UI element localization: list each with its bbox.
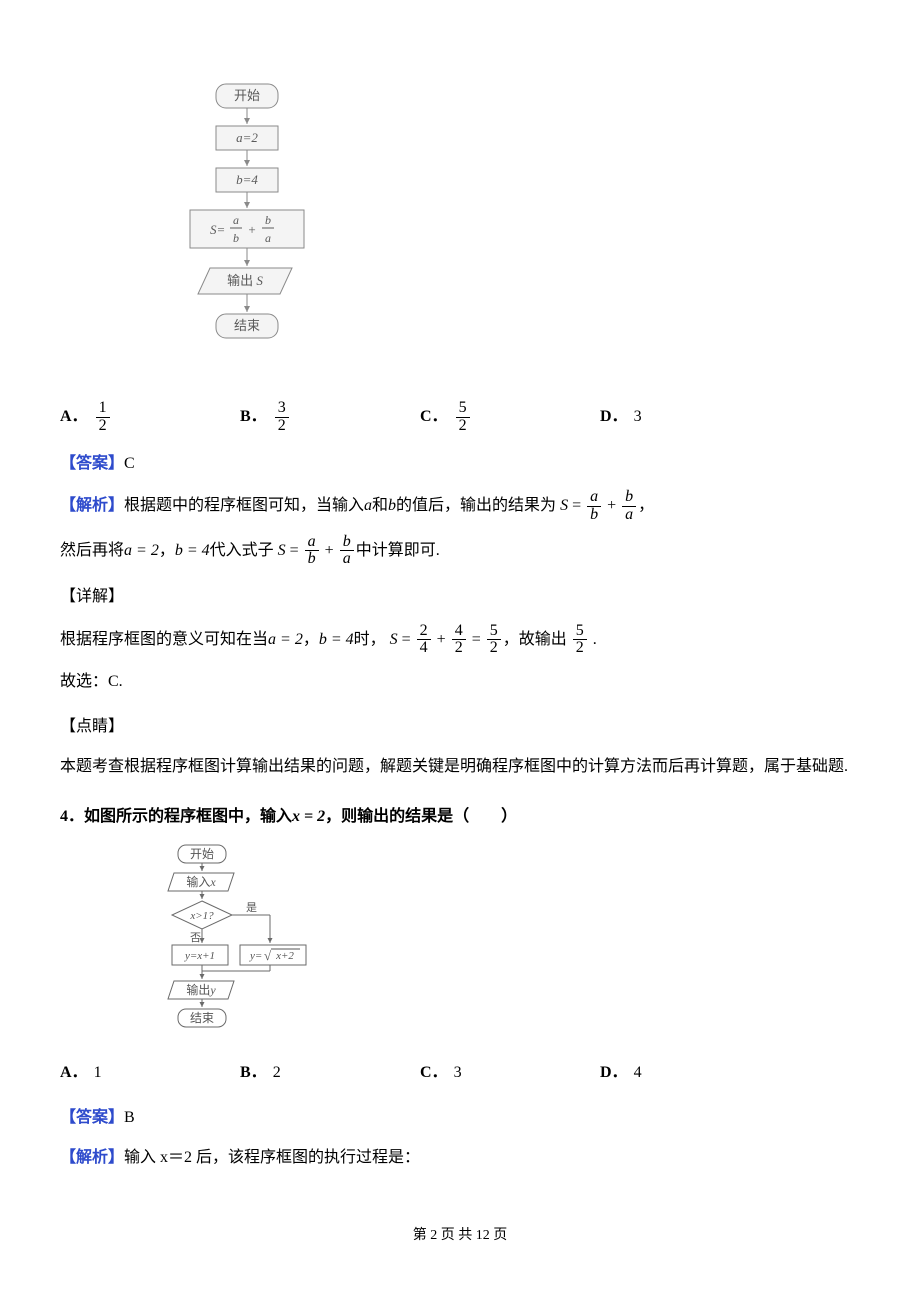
svg-text:是: 是 — [246, 901, 257, 914]
q4-question: 4．如图所示的程序框图中，输入x = 2，则输出的结果是（ ） — [60, 802, 860, 832]
q4-option-a: A．1 — [60, 1058, 240, 1088]
q4-option-c: C．3 — [420, 1058, 600, 1088]
opt-label-a: A． — [60, 402, 88, 432]
q3-option-a: A． 12 — [60, 400, 240, 435]
q3-analysis-line1: 【解析】根据题中的程序框图可知，当输入a和b的值后，输出的结果为 S = ab … — [60, 489, 860, 524]
svg-text:x+2: x+2 — [275, 950, 294, 962]
q3-analysis-line2: 然后再将a = 2，b = 4代入式子 S = ab + ba中计算即可. — [60, 534, 860, 569]
svg-text:S=: S= — [210, 222, 225, 237]
svg-text:a: a — [265, 231, 271, 245]
q4-options: A．1 B．2 C．3 D．4 — [60, 1058, 860, 1088]
opt-label-c: C． — [420, 402, 448, 432]
analysis-tag: 【解析】 — [60, 497, 124, 514]
q4-analysis: 【解析】输入 x＝2 后，该程序框图的执行过程是： — [60, 1143, 860, 1173]
flowchart-q4: 开始 输入x x>1? 是 否 y=x+1 y= √ x+2 输出y 结束 — [150, 843, 860, 1044]
svg-text:否: 否 — [190, 932, 201, 944]
formula-S: S = ab + ba — [560, 497, 638, 514]
flowchart-q3-svg: 开始 a=2 b=4 S= a b + b a 输出 S 结束 — [180, 80, 320, 380]
page-footer: 第 2 页 共 12 页 — [60, 1223, 860, 1250]
q3-answer: 【答案】C — [60, 449, 860, 479]
q3-option-d: D． 3 — [600, 400, 780, 435]
q3-option-b: B． 32 — [240, 400, 420, 435]
flowchart-q3: 开始 a=2 b=4 S= a b + b a 输出 S 结束 — [180, 80, 860, 380]
svg-text:√: √ — [264, 948, 272, 963]
svg-text:开始: 开始 — [190, 847, 214, 861]
answer-value: C — [124, 455, 135, 472]
flowchart-q4-svg: 开始 输入x x>1? 是 否 y=x+1 y= √ x+2 输出y 结束 — [150, 843, 330, 1033]
svg-text:输出y: 输出y — [186, 982, 216, 997]
q3-point-text: 本题考查根据程序框图计算输出结果的问题，解题关键是明确程序框图中的计算方法而后再… — [60, 752, 860, 782]
q3-options: A． 12 B． 32 C． 52 D． 3 — [60, 400, 860, 435]
q3-detail-line: 根据程序框图的意义可知在当a = 2，b = 4时， S = 24 + 42 =… — [60, 623, 860, 658]
opt-b-value: 32 — [275, 400, 289, 435]
svg-text:+: + — [248, 222, 255, 237]
svg-text:结束: 结束 — [190, 1011, 214, 1025]
svg-text:输出 S: 输出 S — [227, 273, 263, 288]
svg-text:y=: y= — [249, 950, 262, 962]
point-tag: 【点睛】 — [60, 712, 860, 742]
q4-answer: 【答案】B — [60, 1103, 860, 1133]
opt-a-value: 12 — [96, 400, 110, 435]
svg-text:a: a — [233, 213, 239, 227]
svg-text:b: b — [265, 213, 271, 227]
opt-c-value: 52 — [456, 400, 470, 435]
svg-text:b: b — [233, 231, 239, 245]
opt-label-b: B． — [240, 402, 267, 432]
svg-text:x>1?: x>1? — [189, 910, 214, 922]
fc1-start: 开始 — [234, 88, 260, 103]
detail-tag: 【详解】 — [60, 582, 860, 612]
fc1-n1: a=2 — [236, 130, 258, 145]
fc1-end: 结束 — [234, 318, 260, 333]
q4-option-b: B．2 — [240, 1058, 420, 1088]
svg-text:输入x: 输入x — [186, 874, 216, 889]
opt-label-d: D． — [600, 402, 628, 432]
answer-tag: 【答案】 — [60, 455, 124, 472]
q4-option-d: D．4 — [600, 1058, 780, 1088]
fc1-n2: b=4 — [236, 172, 258, 187]
q3-conclusion: 故选：C. — [60, 667, 860, 697]
svg-text:y=x+1: y=x+1 — [184, 950, 215, 962]
q3-option-c: C． 52 — [420, 400, 600, 435]
opt-d-value: 3 — [634, 402, 642, 432]
